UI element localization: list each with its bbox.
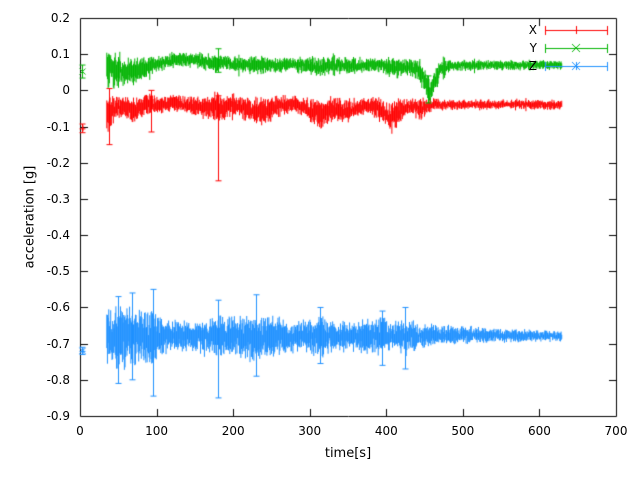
y-tick-label: -0.5 [46,264,70,279]
legend-label-x: X [528,23,537,37]
x-tick-label: 300 [298,424,322,438]
x-tick-label: 0 [76,424,84,438]
y-tick-label: 0 [62,83,70,98]
x-tick-label: 500 [451,424,475,438]
x-tick-label: 200 [221,424,245,438]
y-tick-label: -0.9 [46,409,70,423]
x-tick-label: 700 [604,424,628,438]
legend-label-y: Y [529,41,537,55]
y-tick-label: -0.2 [46,155,70,170]
legend-label-z: Z [528,59,537,73]
y-tick-label: -0.7 [46,336,70,351]
y-tick-label: -0.3 [46,191,70,206]
y-tick-label: 0.1 [50,47,70,62]
y-tick-label: 0.2 [50,11,70,25]
y-tick-label: -0.6 [46,300,70,315]
y-tick-label: -0.4 [46,228,70,243]
x-tick-label: 400 [374,424,398,438]
y-axis-label: acceleration [g] [22,165,38,269]
y-tick-label: -0.1 [46,119,70,134]
x-tick-label: 100 [145,424,169,438]
x-axis-label: time[s] [324,446,372,461]
x-tick-label: 600 [527,424,551,438]
y-tick-label: -0.8 [46,372,70,387]
